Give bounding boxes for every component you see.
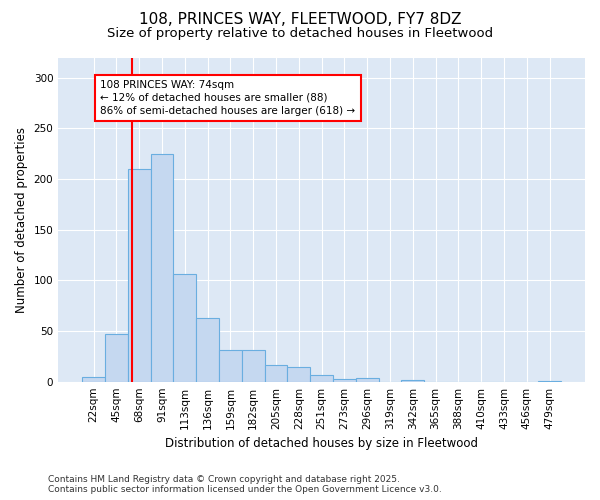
Bar — [310, 374, 333, 382]
Text: 108, PRINCES WAY, FLEETWOOD, FY7 8DZ: 108, PRINCES WAY, FLEETWOOD, FY7 8DZ — [139, 12, 461, 28]
Bar — [128, 169, 151, 382]
Bar — [219, 350, 242, 382]
X-axis label: Distribution of detached houses by size in Fleetwood: Distribution of detached houses by size … — [165, 437, 478, 450]
Text: Contains HM Land Registry data © Crown copyright and database right 2025.
Contai: Contains HM Land Registry data © Crown c… — [48, 474, 442, 494]
Bar — [265, 366, 287, 382]
Bar — [287, 368, 310, 382]
Bar — [356, 378, 379, 382]
Bar — [151, 154, 173, 382]
Bar — [333, 378, 356, 382]
Bar — [242, 350, 265, 382]
Bar — [173, 274, 196, 382]
Y-axis label: Number of detached properties: Number of detached properties — [15, 126, 28, 312]
Bar — [401, 380, 424, 382]
Bar — [82, 376, 105, 382]
Text: Size of property relative to detached houses in Fleetwood: Size of property relative to detached ho… — [107, 28, 493, 40]
Bar — [196, 318, 219, 382]
Bar — [538, 380, 561, 382]
Title: 108, PRINCES WAY, FLEETWOOD, FY7 8DZ
Size of property relative to detached house: 108, PRINCES WAY, FLEETWOOD, FY7 8DZ Siz… — [0, 499, 1, 500]
Bar — [105, 334, 128, 382]
Text: 108 PRINCES WAY: 74sqm
← 12% of detached houses are smaller (88)
86% of semi-det: 108 PRINCES WAY: 74sqm ← 12% of detached… — [100, 80, 355, 116]
